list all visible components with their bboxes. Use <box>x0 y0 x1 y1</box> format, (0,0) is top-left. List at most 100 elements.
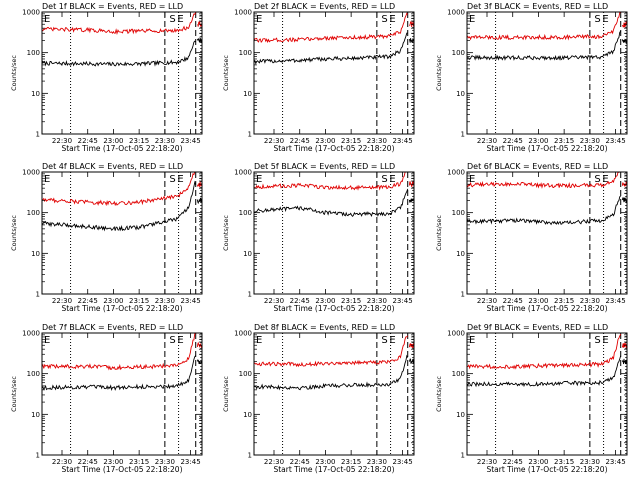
y-tick-label: 1000 <box>234 9 252 17</box>
chart-title: Det 7f BLACK = Events, RED = LLD <box>42 323 183 332</box>
y-tick-label: 1000 <box>22 169 40 177</box>
annotation-e: E <box>256 14 262 25</box>
annotation-e: E <box>177 335 183 346</box>
annotation-s: S <box>594 174 600 185</box>
y-tick-label: 1 <box>36 291 40 299</box>
x-tick-label: 22:45 <box>290 458 310 466</box>
annotation-s: S <box>169 335 175 346</box>
annotation-e: E <box>44 174 50 185</box>
x-tick-label: 22:30 <box>477 458 497 466</box>
y-tick-label: 10 <box>31 250 40 258</box>
plot-frame <box>253 171 415 295</box>
x-tick-label: 23:15 <box>129 458 149 466</box>
annotation-e: E <box>256 174 262 185</box>
chart-title: Det 9f BLACK = Events, RED = LLD <box>467 323 608 332</box>
x-tick-label: 23:30 <box>367 458 387 466</box>
x-tick-label: 23:15 <box>341 297 361 305</box>
y-tick-label: 10 <box>456 250 465 258</box>
chart-title: Det 4f BLACK = Events, RED = LLD <box>42 162 183 171</box>
series-line-events <box>42 180 202 232</box>
y-tick-label: 100 <box>239 209 252 217</box>
y-axis-label: Counts/sec <box>10 55 18 91</box>
y-tick-label: 1 <box>248 291 252 299</box>
annotation-s: S <box>169 14 175 25</box>
plot-frame <box>253 332 415 456</box>
x-tick-label: 22:30 <box>264 137 284 145</box>
x-tick-label: 23:45 <box>392 458 412 466</box>
x-tick-label: 23:15 <box>554 137 574 145</box>
y-tick-label: 100 <box>239 49 252 57</box>
x-tick-label: 23:30 <box>580 458 600 466</box>
y-tick-label: 10 <box>31 90 40 98</box>
x-tick-label: 23:30 <box>580 297 600 305</box>
annotation-e: E <box>469 14 475 25</box>
annotation-s: S <box>169 174 175 185</box>
x-axis-label: Start Time (17-Oct-05 22:18:20) <box>273 304 394 313</box>
x-tick-label: 23:30 <box>155 458 175 466</box>
y-tick-label: 10 <box>456 90 465 98</box>
x-tick-label: 23:45 <box>605 458 625 466</box>
x-tick-label: 22:45 <box>503 137 523 145</box>
y-tick-label: 100 <box>27 209 40 217</box>
annotation-s: S <box>594 14 600 25</box>
plot-frame <box>466 11 628 135</box>
plot-frame <box>466 171 628 295</box>
x-tick-label: 22:45 <box>290 297 310 305</box>
x-tick-label: 23:30 <box>367 297 387 305</box>
y-tick-label: 100 <box>452 209 465 217</box>
annotation-e: E <box>44 335 50 346</box>
series-line-lld <box>254 12 414 44</box>
x-tick-label: 23:15 <box>129 297 149 305</box>
y-tick-label: 10 <box>243 90 252 98</box>
y-tick-label: 100 <box>452 370 465 378</box>
y-axis-label: Counts/sec <box>435 55 443 91</box>
x-axis-label: Start Time (17-Oct-05 22:18:20) <box>486 144 607 153</box>
x-axis-label: Start Time (17-Oct-05 22:18:20) <box>273 465 394 474</box>
chart-title: Det 2f BLACK = Events, RED = LLD <box>254 2 395 11</box>
x-tick-label: 23:30 <box>367 137 387 145</box>
y-tick-label: 1 <box>461 291 465 299</box>
chart-title: Det 8f BLACK = Events, RED = LLD <box>254 323 395 332</box>
x-tick-label: 22:45 <box>78 137 98 145</box>
y-tick-label: 100 <box>27 370 40 378</box>
series-line-events <box>467 195 627 226</box>
x-tick-label: 22:30 <box>52 297 72 305</box>
y-tick-label: 1000 <box>234 169 252 177</box>
x-tick-label: 23:45 <box>605 297 625 305</box>
series-line-events <box>42 355 202 392</box>
x-axis-label: Start Time (17-Oct-05 22:18:20) <box>273 144 394 153</box>
x-tick-label: 22:30 <box>477 297 497 305</box>
x-tick-label: 23:15 <box>129 137 149 145</box>
y-tick-label: 1 <box>36 131 40 139</box>
x-tick-label: 23:00 <box>315 137 335 145</box>
y-tick-label: 1 <box>461 452 465 460</box>
x-tick-label: 23:00 <box>528 297 548 305</box>
x-tick-label: 23:45 <box>180 458 200 466</box>
x-tick-label: 23:00 <box>103 458 123 466</box>
x-tick-label: 23:00 <box>315 297 335 305</box>
x-tick-label: 22:30 <box>264 297 284 305</box>
annotation-e: E <box>602 335 608 346</box>
x-tick-label: 23:45 <box>605 137 625 145</box>
x-axis-label: Start Time (17-Oct-05 22:18:20) <box>61 304 182 313</box>
series-line-lld <box>467 333 627 370</box>
y-tick-label: 1 <box>36 452 40 460</box>
x-tick-label: 23:45 <box>392 137 412 145</box>
y-axis-label: Counts/sec <box>10 376 18 412</box>
x-tick-label: 23:00 <box>103 137 123 145</box>
y-axis-label: Counts/sec <box>10 215 18 251</box>
annotation-e: E <box>389 174 395 185</box>
plot-frame <box>253 11 415 135</box>
y-tick-label: 100 <box>452 49 465 57</box>
y-tick-label: 100 <box>239 370 252 378</box>
y-tick-label: 1000 <box>234 330 252 338</box>
y-tick-label: 10 <box>456 411 465 419</box>
x-tick-label: 23:00 <box>528 458 548 466</box>
x-tick-label: 22:45 <box>503 458 523 466</box>
x-tick-label: 23:15 <box>341 137 361 145</box>
